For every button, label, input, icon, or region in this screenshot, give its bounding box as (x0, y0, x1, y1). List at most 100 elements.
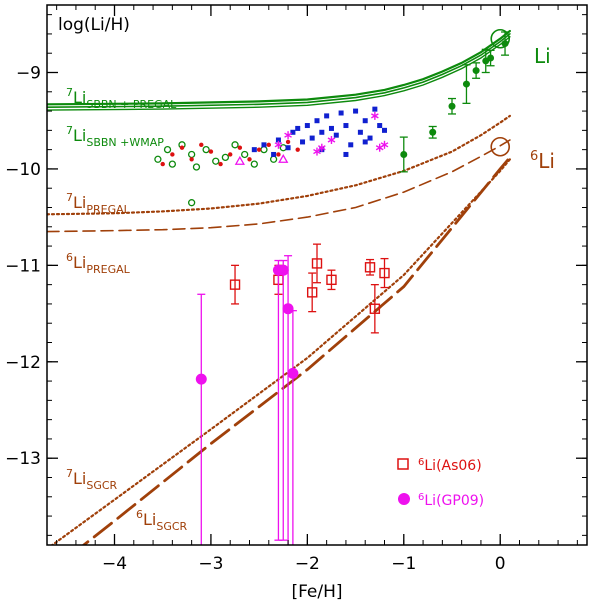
right-label-li7: Li (534, 44, 551, 68)
data-point (343, 151, 349, 157)
data-point (338, 110, 344, 116)
asterisk-stroke (274, 142, 283, 148)
data-point (313, 147, 321, 156)
plot-frame (46, 4, 588, 546)
right-label-li6: 6Li (530, 149, 555, 173)
x-axis-title: [Fe/H] (291, 582, 342, 602)
data-point (199, 142, 204, 148)
asterisk-stroke (380, 142, 389, 148)
data-point (324, 113, 330, 119)
data-point (269, 155, 278, 163)
data-point (306, 287, 318, 298)
legend-marker-as06 (397, 458, 409, 470)
data-point (260, 145, 268, 154)
model-curves (47, 28, 512, 545)
y-tick-label: −13 (5, 449, 41, 469)
data-point (371, 111, 379, 120)
label-li7-sgcr: 7LiSGCR (66, 467, 118, 492)
data-point (170, 152, 175, 157)
data-point (247, 157, 252, 162)
data-point (300, 139, 306, 145)
data-point (367, 135, 373, 141)
model-curve (47, 114, 511, 216)
data-point (229, 279, 241, 290)
data-point (284, 131, 292, 140)
data-point (192, 163, 201, 171)
data-point (314, 118, 320, 124)
data-point (429, 128, 437, 136)
li7-endpoint-marker (490, 28, 511, 49)
data-points (154, 31, 510, 545)
data-point (487, 54, 495, 62)
data-point (377, 123, 383, 129)
legend-label-as06: 6Li(As06) (418, 457, 482, 474)
data-point (353, 108, 359, 114)
data-point (250, 160, 258, 168)
data-point (364, 262, 376, 273)
data-point (241, 150, 249, 159)
data-point (380, 140, 389, 149)
label-li7-sbbn-wmap: 7LiSBBN +WMAP (66, 124, 164, 149)
data-point (472, 67, 480, 75)
y-tick-label: −11 (5, 256, 41, 276)
data-point (163, 145, 172, 154)
data-point (328, 125, 334, 131)
data-point (160, 161, 165, 167)
data-point (221, 153, 230, 162)
data-point (287, 367, 299, 379)
data-point (168, 160, 177, 168)
asterisk-stroke (284, 132, 292, 138)
data-point (276, 152, 281, 157)
data-point (379, 267, 390, 279)
data-point (362, 139, 368, 145)
data-point (326, 274, 337, 286)
x-tick-label: −2 (295, 554, 320, 574)
data-point (319, 129, 325, 135)
data-point (309, 135, 315, 141)
data-point (462, 80, 470, 88)
data-point (295, 125, 301, 131)
data-point (295, 147, 300, 152)
model-curve (47, 139, 511, 233)
data-point (327, 136, 336, 144)
data-point (372, 106, 378, 112)
asterisk-stroke (327, 137, 336, 143)
y-tick-label: −12 (5, 353, 41, 373)
x-tick-label: 0 (495, 554, 506, 574)
data-point (218, 161, 223, 167)
x-tick-label: −3 (198, 554, 223, 574)
data-point (304, 123, 310, 129)
asterisk-stroke (371, 113, 379, 119)
data-point (202, 145, 210, 154)
data-point (278, 153, 289, 163)
data-point (234, 155, 245, 165)
data-point (237, 145, 243, 150)
data-point (369, 303, 381, 314)
data-point (448, 102, 456, 110)
y-tick-label: −9 (16, 64, 41, 84)
model-curve (81, 155, 512, 545)
asterisk-stroke (313, 148, 321, 155)
li6-endpoint-marker (490, 136, 511, 157)
data-point (154, 155, 162, 163)
data-point (271, 151, 277, 157)
data-point (285, 145, 291, 151)
asterisk-stroke (317, 145, 326, 151)
model-curve (47, 36, 511, 111)
axes: −4 −3 −2 −1 0−9−10−11−12−13 (5, 4, 588, 574)
label-li7-pregal: 7LiPREGAL (66, 191, 131, 216)
model-curve (47, 29, 511, 106)
data-point (274, 140, 283, 149)
data-point (256, 147, 262, 152)
data-point (261, 142, 267, 148)
data-point (285, 139, 291, 145)
data-point (333, 132, 339, 138)
data-point (195, 373, 207, 385)
legend: 6Li(As06) 6Li(GP09) (397, 457, 484, 509)
data-point (179, 145, 185, 150)
label-li7-sbbn-pregal: 7LiSBBN + PREGAL (66, 86, 177, 111)
x-tick-label: −1 (391, 554, 416, 574)
data-point (228, 152, 233, 157)
data-point (357, 129, 363, 135)
data-point (362, 118, 368, 124)
